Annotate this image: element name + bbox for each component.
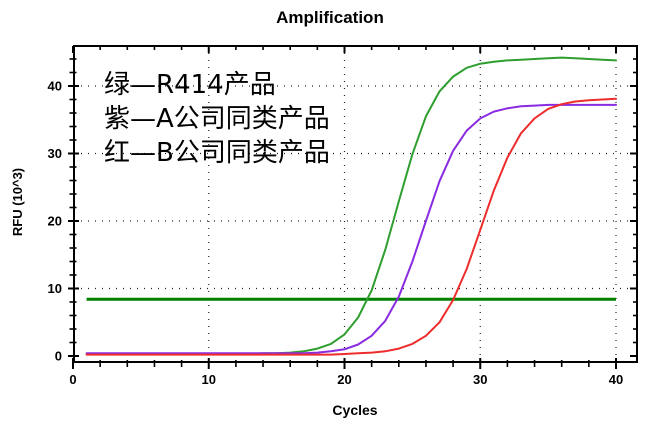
legend-line-red: 红—B公司同类产品 [104, 138, 330, 168]
svg-text:0: 0 [55, 349, 62, 364]
svg-text:30: 30 [473, 372, 487, 387]
svg-text:30: 30 [48, 146, 62, 161]
x-axis-label: Cycles [332, 402, 378, 418]
legend-line-green: 绿—R414产品 [104, 70, 276, 100]
svg-text:0: 0 [69, 372, 76, 387]
legend-annotation: 绿—R414产品 紫—A公司同类产品 红—B公司同类产品 [104, 68, 330, 170]
legend-line-purple: 紫—A公司同类产品 [104, 104, 330, 134]
y-axis-label: RFU (10^3) [10, 167, 25, 237]
svg-text:10: 10 [48, 281, 62, 296]
chart-title: Amplification [276, 8, 384, 27]
svg-text:40: 40 [48, 79, 62, 94]
svg-text:20: 20 [48, 214, 62, 229]
svg-text:10: 10 [202, 372, 216, 387]
svg-text:20: 20 [337, 372, 351, 387]
svg-text:40: 40 [609, 372, 623, 387]
